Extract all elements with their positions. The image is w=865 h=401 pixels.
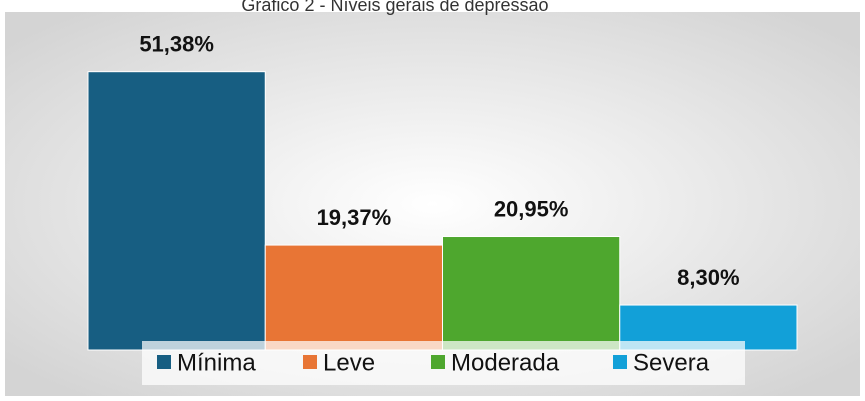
bar xyxy=(442,236,621,351)
data-label: 8,30% xyxy=(677,265,739,290)
legend-label: Mínima xyxy=(177,349,256,376)
data-label: 20,95% xyxy=(494,196,569,221)
legend-swatch xyxy=(613,355,627,369)
legend-label: Severa xyxy=(633,349,710,376)
legend-label: Leve xyxy=(323,349,375,376)
legend-swatch xyxy=(303,355,317,369)
bar xyxy=(87,71,266,351)
data-label: 51,38% xyxy=(139,32,214,57)
chart-title: Gráfico 2 - Níveis gerais de depressão xyxy=(241,0,548,15)
legend-label: Moderada xyxy=(451,349,560,376)
data-label: 19,37% xyxy=(317,205,392,230)
legend-swatch xyxy=(431,355,445,369)
bar xyxy=(264,244,443,351)
legend-swatch xyxy=(157,355,171,369)
